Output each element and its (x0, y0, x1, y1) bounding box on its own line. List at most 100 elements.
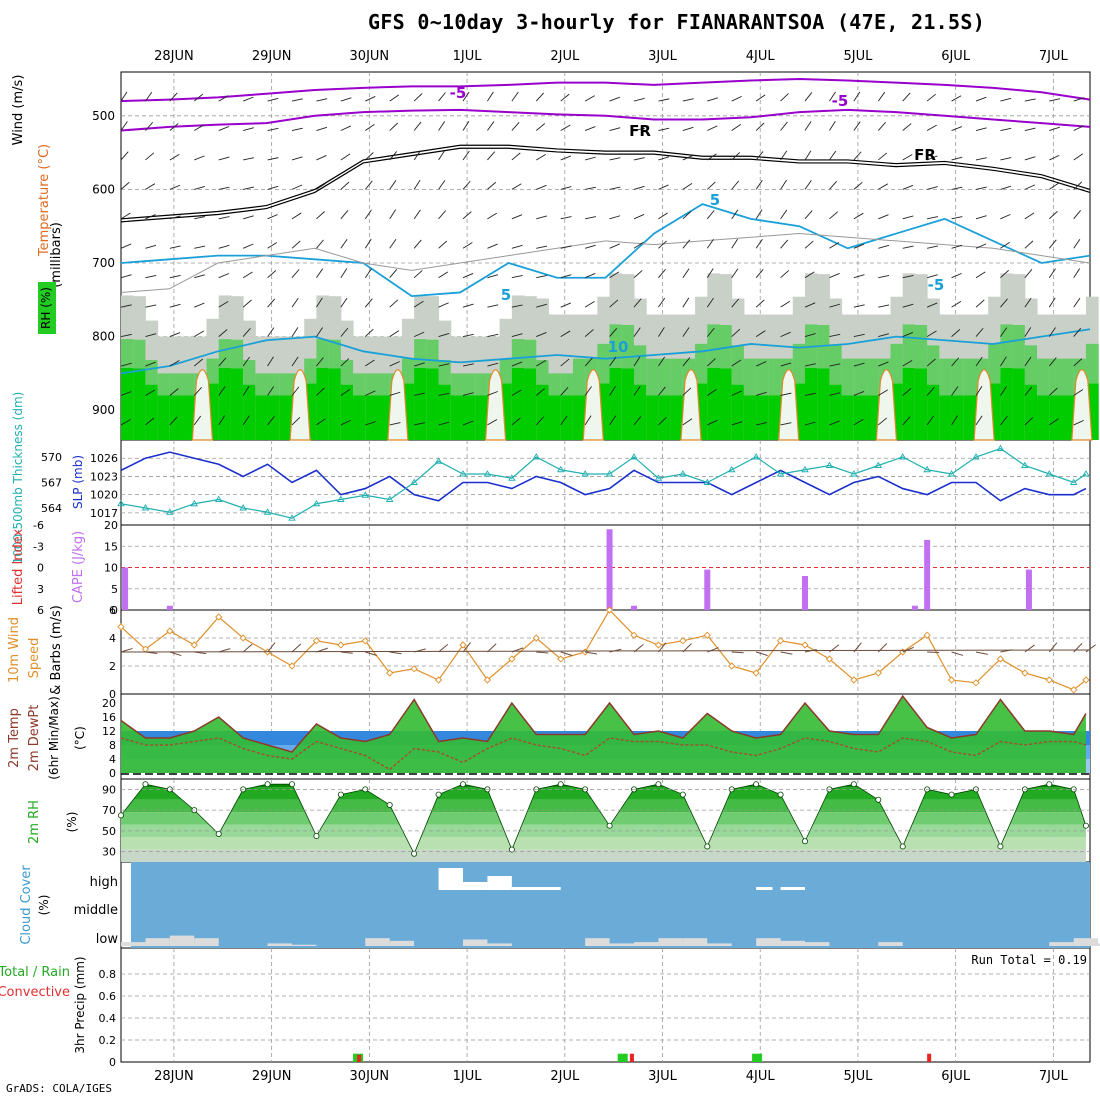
wind-barb (413, 300, 424, 308)
wind-barb (364, 238, 372, 249)
date-label-bottom: 28JUN (154, 1069, 194, 1084)
credit-label: GrADS: COLA/IGES (6, 1082, 112, 1095)
wind-barb (658, 386, 666, 396)
wind-speed-marker (337, 641, 345, 649)
wind-barb (1049, 154, 1060, 161)
wind-barb (877, 417, 888, 426)
thickness-marker (898, 453, 907, 460)
wind-speed-marker (386, 669, 394, 677)
run-total: Run Total = 0.19 (971, 953, 1087, 967)
wind-barb (169, 184, 181, 190)
cloud-low-bar (145, 938, 170, 946)
thickness-marker (1021, 461, 1029, 468)
rh-marker (655, 781, 662, 788)
wind-barb (1000, 298, 1008, 308)
wind-barb (145, 389, 156, 396)
wind-barb (853, 333, 865, 338)
cloud-low-bar (585, 938, 610, 946)
wind-barb (853, 151, 862, 161)
cape-bar (166, 605, 173, 610)
wind-barb (853, 243, 865, 249)
wind-barb (1024, 212, 1035, 220)
wind-barb (658, 269, 666, 279)
wind-speed-marker (1045, 676, 1053, 684)
wind-barb (975, 271, 986, 279)
cloud-low-bar (658, 938, 683, 946)
wind-barb (291, 416, 301, 426)
wind-barb (902, 274, 914, 279)
wind-barb (1024, 269, 1033, 279)
cloud-ylabel: Cloud Cover (19, 865, 34, 945)
wind-speed-marker (776, 637, 785, 645)
wind-barb (804, 180, 812, 190)
wind-barb (169, 332, 181, 338)
wind-barb (706, 358, 716, 367)
wind-barb (633, 127, 645, 131)
wind-speed-marker (923, 631, 931, 639)
rh-ylabel: 2m RH (27, 800, 42, 844)
wind-barb (364, 328, 374, 337)
wind-barb (780, 331, 791, 338)
wind-barb (1073, 153, 1084, 161)
wind-barb (1000, 97, 1012, 102)
wind-barb (267, 416, 275, 426)
wind-barb (682, 327, 690, 337)
wind-barb (633, 416, 642, 426)
thickness-marker (508, 474, 516, 481)
wind-barb (218, 329, 228, 337)
wind-barb (340, 125, 352, 131)
wind-barb (878, 333, 890, 338)
wind-barb (340, 358, 350, 367)
wind-barb (560, 302, 572, 308)
upper-ylabel-millibars: (millibars) (49, 222, 64, 288)
wind-barb (413, 270, 423, 279)
wind-barb (267, 214, 278, 220)
wind-barb (511, 361, 523, 367)
lifted-index-tick: 6 (37, 604, 44, 617)
rh-dark-cell (218, 368, 232, 440)
cape-bar (924, 539, 931, 610)
wind-barb (218, 386, 226, 396)
wind-barb (609, 96, 621, 102)
thickness-marker (434, 457, 443, 464)
wind-barb (804, 421, 816, 426)
wind-barb (853, 304, 865, 308)
wind-barb (902, 92, 911, 102)
wind-speed-marker (459, 641, 467, 649)
wind-barb (511, 122, 520, 131)
wind-barb (804, 302, 816, 308)
wind-barb (389, 391, 401, 396)
rh-dark-cell (939, 395, 953, 440)
wind-barb (951, 415, 958, 426)
wind-barb (755, 330, 766, 337)
wind-barb (829, 363, 841, 367)
pressure-tick-label: 700 (92, 256, 115, 270)
wind-barb (829, 91, 836, 102)
wind-speed-marker (312, 637, 321, 645)
wind-barb (364, 209, 372, 220)
wind-speed-marker (434, 676, 443, 684)
rh-marker (704, 843, 711, 850)
wind-barb-10m (120, 647, 133, 653)
wind-barb (682, 154, 694, 161)
wind-barb (267, 327, 275, 337)
rh-dark-cell (463, 395, 476, 440)
wind-barb (536, 332, 547, 338)
wind-barb (243, 157, 255, 161)
wind-barb (267, 157, 279, 161)
wind-barb (389, 122, 399, 131)
wind-barb (633, 356, 641, 367)
rh-marker (508, 846, 515, 853)
rh-dark-cell (438, 384, 452, 440)
wind-barb (902, 388, 912, 396)
wind-barb (902, 303, 914, 308)
wind-barb (145, 121, 154, 131)
wind-barb (926, 330, 937, 337)
wind-barb (169, 215, 181, 220)
wind-barb (120, 362, 132, 367)
wind-speed-marker (215, 613, 223, 621)
wind-barb (560, 415, 568, 426)
wind-barb (706, 238, 714, 249)
wind-barb (804, 121, 812, 131)
wind-barb (194, 302, 205, 308)
